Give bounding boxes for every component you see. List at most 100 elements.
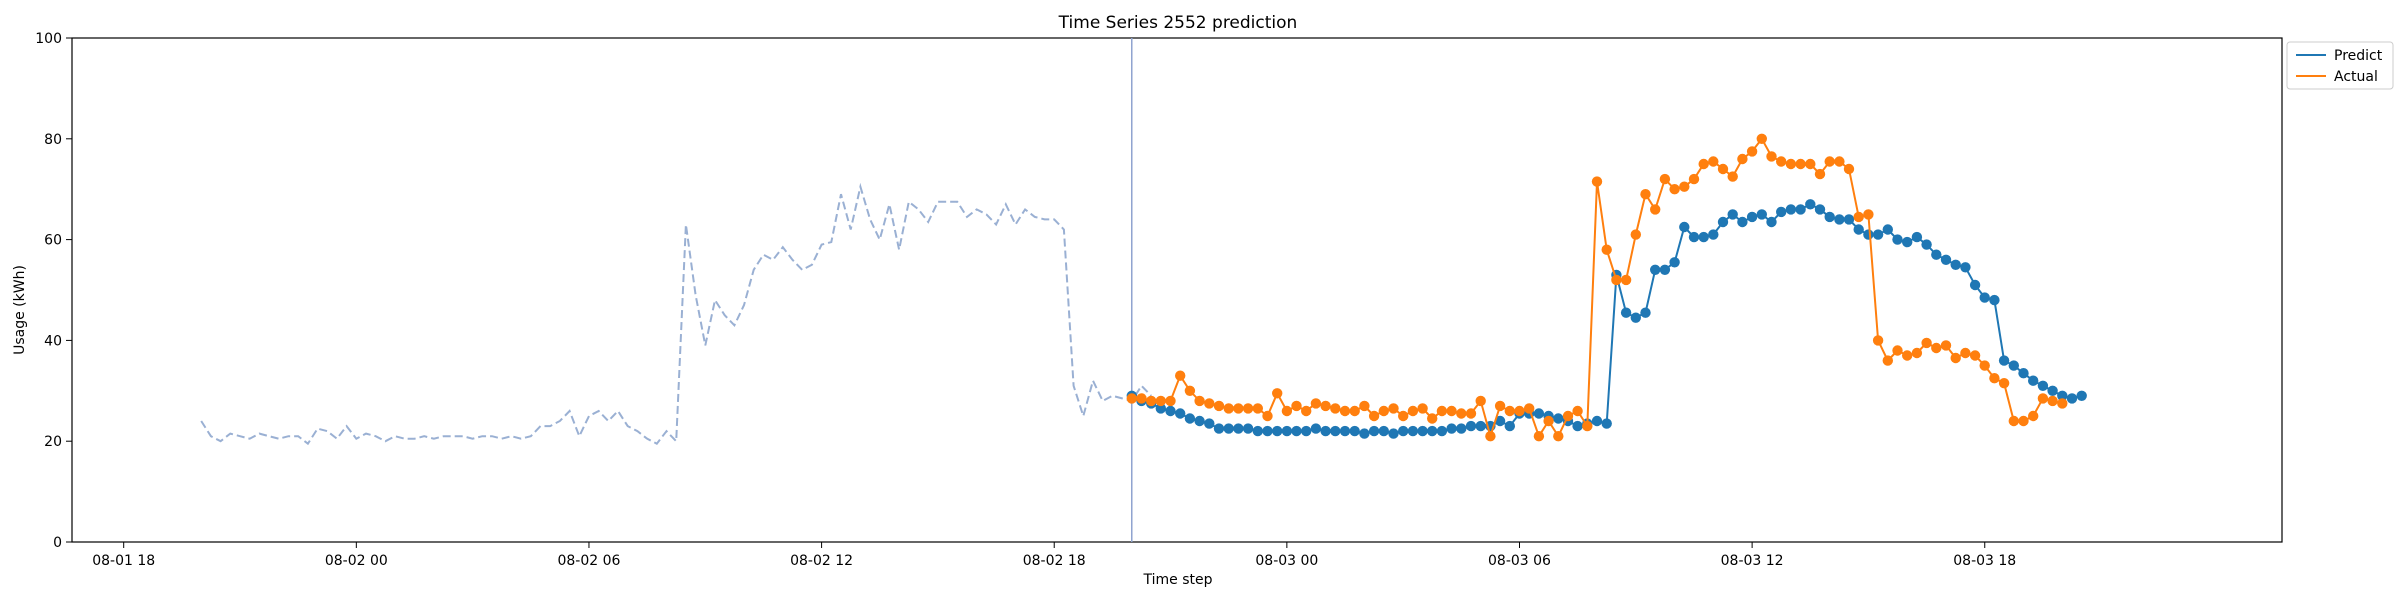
actual-point — [1262, 410, 1273, 422]
actual-point — [1679, 181, 1690, 192]
predict-point — [1165, 405, 1176, 417]
predict-point — [1882, 224, 1894, 235]
predict-point — [1388, 428, 1399, 439]
actual-point — [1388, 403, 1399, 414]
actual-point — [1514, 405, 1525, 417]
actual-point — [1669, 184, 1680, 195]
actual-point — [2028, 410, 2039, 422]
predict-point — [1233, 423, 1244, 434]
predict-point — [1301, 425, 1312, 437]
predict-point — [1398, 425, 1409, 437]
actual-point — [1746, 146, 1758, 157]
predict-point — [1698, 231, 1709, 243]
actual-point — [2047, 395, 2058, 407]
predict-point — [1737, 216, 1748, 228]
predict-point — [1708, 229, 1719, 240]
legend-label-predict: Predict — [2334, 48, 2383, 64]
actual-point — [1252, 403, 1264, 414]
actual-point — [2037, 393, 2049, 404]
predict-point — [1591, 415, 1603, 427]
predict-point — [1950, 259, 1961, 270]
actual-point — [2018, 415, 2029, 427]
actual-point — [1950, 352, 1961, 364]
predict-point — [1213, 423, 1225, 434]
predict-point — [1679, 221, 1690, 233]
predict-point — [2028, 375, 2039, 386]
actual-point — [1291, 400, 1302, 412]
y-tick-label: 20 — [44, 434, 62, 450]
predict-point — [1349, 425, 1360, 437]
actual-point — [1213, 400, 1225, 412]
actual-point — [1843, 163, 1855, 175]
predict-point — [2037, 380, 2049, 391]
predict-point — [1446, 423, 1457, 434]
actual-point — [1979, 360, 1990, 371]
actual-point — [1892, 345, 1903, 356]
actual-point — [1640, 189, 1651, 200]
actual-point — [1727, 171, 1738, 182]
predict-point — [1659, 264, 1671, 275]
predict-point — [1310, 423, 1322, 434]
actual-point — [1834, 156, 1845, 167]
actual-point — [1737, 153, 1748, 165]
actual-point — [1398, 410, 1409, 422]
actual-point — [1805, 158, 1816, 170]
predict-point — [1921, 239, 1932, 250]
predict-point — [1979, 292, 1990, 303]
predict-point — [1902, 236, 1913, 248]
actual-point — [1969, 350, 1981, 361]
actual-point — [1591, 176, 1603, 187]
actual-point — [1320, 400, 1331, 412]
actual-point — [1766, 151, 1777, 162]
predict-point — [1427, 425, 1438, 437]
legend-label-actual: Actual — [2334, 69, 2378, 85]
actual-point — [1688, 173, 1700, 185]
actual-point — [1911, 347, 1923, 359]
predict-point — [1553, 413, 1564, 424]
plot-frame — [71, 37, 2283, 543]
actual-point — [1524, 403, 1535, 414]
predict-point — [1291, 425, 1302, 437]
predict-point — [1242, 423, 1254, 434]
actual-point — [1378, 405, 1390, 417]
predict-point — [1814, 204, 1826, 215]
actual-point — [1902, 350, 1913, 361]
actual-point — [1708, 156, 1719, 167]
actual-point — [1281, 405, 1293, 417]
predict-point — [1330, 425, 1341, 437]
actual-point — [1814, 168, 1826, 180]
chart-title: Time Series 2552 prediction — [1058, 13, 1298, 33]
actual-point — [1175, 370, 1186, 381]
y-axis-label: Usage (kWh) — [12, 265, 28, 355]
actual-point — [1611, 274, 1622, 286]
predict-point — [1785, 204, 1797, 215]
actual-point — [1407, 405, 1419, 417]
predict-point — [1727, 209, 1738, 220]
predict-point — [1465, 420, 1477, 432]
actual-point — [1853, 211, 1864, 223]
predict-point — [1795, 204, 1806, 215]
predict-point — [1601, 418, 1612, 429]
actual-point — [1456, 408, 1467, 419]
predict-point — [1960, 262, 1971, 273]
actual-point — [1339, 405, 1351, 417]
actual-point — [1940, 340, 1952, 351]
actual-point — [1359, 400, 1370, 412]
actual-point — [1504, 405, 1516, 417]
actual-point — [1233, 403, 1244, 414]
actual-point — [1475, 395, 1486, 407]
predict-point — [1892, 234, 1903, 245]
predict-point — [1417, 425, 1428, 437]
predict-point — [1572, 420, 1583, 432]
actual-point — [1717, 163, 1729, 175]
predict-point — [1989, 294, 2000, 306]
actual-point — [1650, 204, 1661, 215]
predict-point — [1688, 231, 1700, 243]
predict-point — [1717, 216, 1729, 228]
actual-point — [1485, 431, 1496, 442]
y-tick-label: 80 — [44, 132, 62, 148]
actual-point — [1931, 342, 1942, 354]
actual-point — [1872, 335, 1884, 346]
actual-point — [1223, 403, 1234, 414]
predict-point — [1456, 423, 1467, 434]
